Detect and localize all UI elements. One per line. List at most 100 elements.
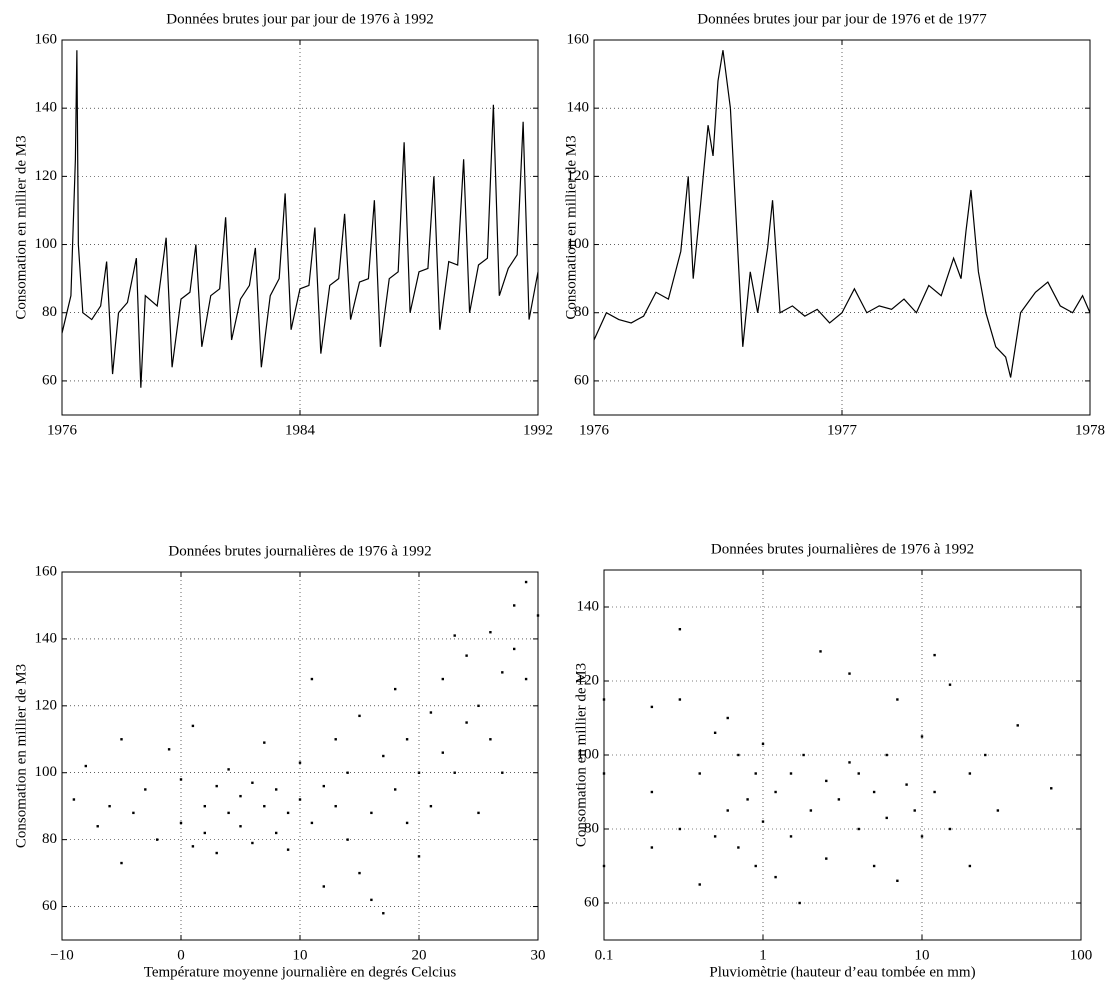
scatter-point (120, 738, 123, 741)
scatter-point (602, 864, 606, 868)
y-tick-label: 120 (567, 168, 590, 184)
scatter-point (501, 671, 504, 674)
scatter-point (286, 848, 290, 851)
scatter-point (382, 754, 385, 758)
scatter-point (167, 748, 171, 751)
x-tick-label: 0 (177, 947, 185, 963)
scatter-point (524, 580, 528, 584)
scatter-point (913, 809, 916, 812)
x-tick-label: 0.1 (595, 947, 614, 963)
x-tick-label: 1978 (1075, 422, 1105, 438)
scatter-point (453, 634, 456, 637)
scatter-point (713, 731, 717, 734)
y-tick-label: 60 (42, 898, 57, 914)
scatter-point (346, 838, 349, 841)
scatter-point (1016, 724, 1019, 727)
scatter-point (429, 804, 433, 808)
scatter-point (678, 827, 682, 831)
scatter-point (382, 912, 385, 915)
scatter-point (789, 835, 793, 838)
scatter-point (536, 614, 540, 617)
scatter-point (825, 857, 828, 860)
scatter-point (191, 724, 195, 728)
scatter-point (650, 846, 654, 849)
scatter-point (394, 788, 397, 791)
scatter-point (358, 871, 361, 875)
scatter-point (885, 753, 888, 757)
scatter-point (698, 772, 701, 775)
scatter-point (394, 687, 397, 691)
plot-frame (603, 569, 1082, 941)
scatter-point (179, 821, 183, 825)
scatter-point (996, 809, 1000, 812)
scatter-point (370, 811, 373, 815)
scatter-point (203, 804, 206, 808)
y-tick-label: 140 (577, 598, 600, 614)
y-tick-label: 100 (35, 236, 58, 252)
scatter-point (650, 705, 654, 709)
plot-frame (61, 39, 539, 416)
scatter-point (837, 798, 841, 801)
y-tick-label: 120 (577, 672, 600, 688)
data-line (61, 50, 539, 388)
y-tick-label: 160 (567, 31, 590, 47)
x-tick-label: 1976 (579, 422, 610, 438)
x-axis-label: Température moyenne journalière en degré… (144, 964, 457, 980)
scatter-point (465, 654, 468, 657)
scatter-point (144, 788, 147, 791)
scatter-point (477, 811, 480, 815)
chart-title: Données brutes jour par jour de 1976 à 1… (166, 11, 433, 27)
scatter-point (429, 711, 433, 714)
scatter-point (370, 898, 373, 902)
y-tick-label: 140 (35, 630, 58, 646)
scatter-point (489, 631, 492, 634)
scatter-point (774, 790, 777, 794)
scatter-point (905, 783, 908, 786)
y-tick-label: 60 (42, 372, 57, 388)
plot-frame (593, 39, 1091, 416)
y-tick-label: 100 (577, 746, 600, 762)
scatter-point (227, 768, 230, 771)
scatter-point (405, 821, 409, 825)
y-tick-label: 80 (574, 304, 589, 320)
scatter-point (179, 778, 183, 781)
x-tick-label: 30 (531, 947, 546, 963)
scatter-point (726, 716, 729, 720)
scatter-point (602, 772, 606, 775)
scatter-point (322, 784, 325, 788)
scatter-point (737, 846, 740, 849)
scatter-point (263, 741, 266, 744)
x-tick-label: 1977 (827, 422, 858, 438)
scatter-point (263, 804, 266, 808)
scatter-point (108, 804, 111, 808)
scatter-point (948, 827, 952, 831)
scatter-point (501, 771, 504, 774)
scatter-point (896, 879, 899, 882)
scatter-point (417, 771, 421, 774)
x-tick-label: 1976 (47, 422, 78, 438)
scatter-point (713, 835, 717, 838)
y-axis-label: Consomation en millier de M3 (13, 664, 29, 848)
scatter-point (441, 751, 444, 754)
scatter-point (227, 811, 230, 815)
y-tick-label: 100 (35, 764, 58, 780)
plot-frame (61, 571, 539, 941)
scatter-point (920, 735, 924, 738)
scatter-point (156, 838, 159, 841)
x-tick-label: 100 (1070, 947, 1093, 963)
y-tick-label: 120 (35, 697, 58, 713)
scatter-point (310, 677, 314, 681)
scatter-point (809, 809, 813, 812)
y-tick-label: 60 (584, 894, 599, 910)
scatter-point (789, 772, 793, 775)
scatter-point (215, 851, 218, 855)
y-tick-label: 160 (35, 31, 58, 47)
data-line (593, 50, 1091, 378)
scatter-point (334, 804, 337, 808)
scatter-point (417, 855, 421, 858)
scatter-point (251, 781, 254, 784)
scatter-point (754, 864, 757, 868)
scatter-point (872, 790, 876, 794)
y-tick-label: 140 (567, 100, 590, 116)
